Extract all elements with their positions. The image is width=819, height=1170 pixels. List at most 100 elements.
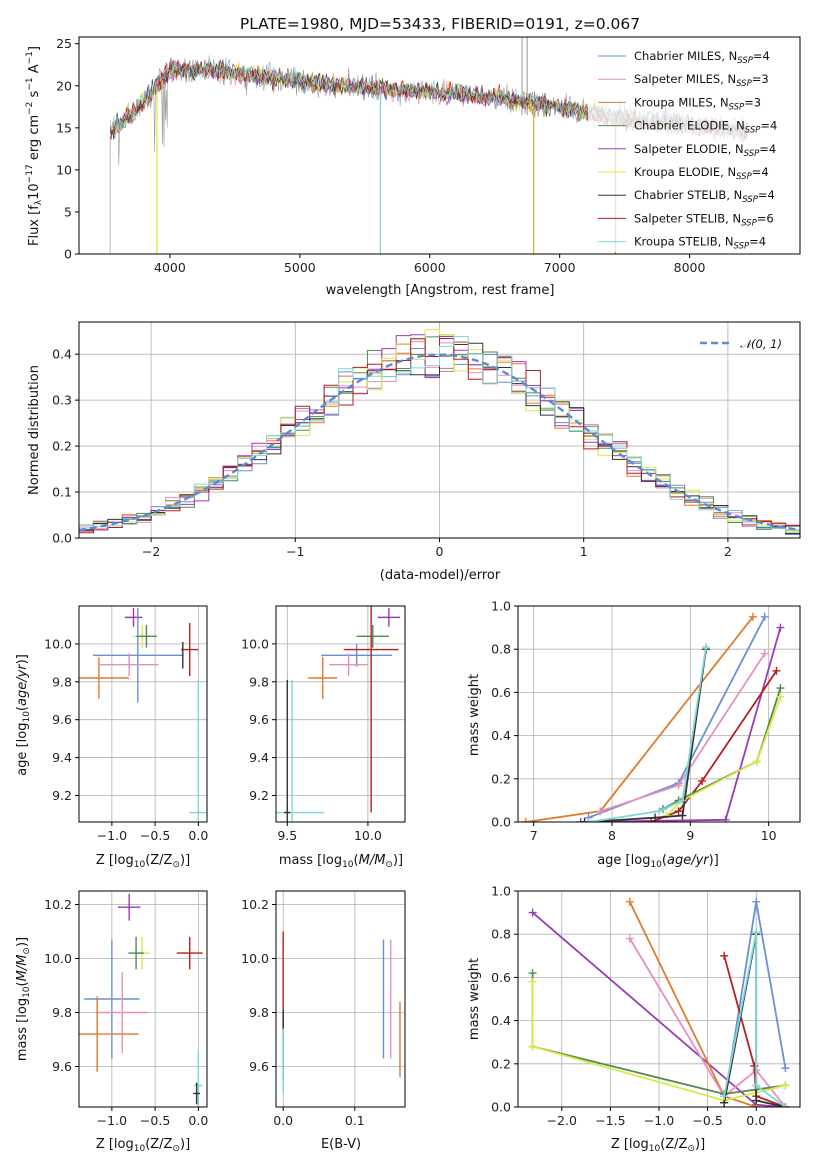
spectrum-ylabel: Flux [fλ10−17 erg cm−2 s−1 A−1] [25, 46, 44, 246]
legend-entry-label: Chabrier STELIB, NSSP=4 [634, 188, 775, 205]
y-tick-label: 0.3 [52, 393, 72, 408]
error-bar-point [343, 606, 399, 813]
weight-marker [752, 928, 761, 937]
weight-series [596, 649, 769, 816]
weight-marker [781, 1103, 790, 1107]
y-tick-label: 0.2 [52, 439, 72, 454]
normal-reference-curve [79, 353, 800, 532]
y-tick-label: 1.0 [491, 884, 511, 899]
weight-marker [528, 1042, 537, 1051]
error-bar-point [356, 624, 389, 648]
y-tick-label: 0 [64, 247, 72, 262]
legend-box [588, 44, 794, 252]
weight-marker [678, 811, 687, 820]
y-tick-label: 0.2 [491, 771, 511, 786]
axes-frame [275, 890, 406, 1108]
y-tick-label: 9.2 [249, 788, 269, 803]
x-tick-label: 9.5 [277, 828, 297, 843]
weight-series [647, 666, 781, 822]
weight-marker [521, 818, 530, 822]
y-tick-label: 9.6 [249, 712, 269, 727]
age-vs-z-axes: −1.0 −0.5 0.0 9.2 9.4 9.6 9.8 10.0 [44, 605, 208, 843]
x-tick-label: 0 [436, 544, 444, 559]
weight-marker [760, 612, 769, 621]
x-tick-label: 4000 [154, 260, 186, 275]
y-tick-label: 0.8 [491, 927, 511, 942]
age-vs-mass-data [276, 606, 405, 822]
weight-vs-z-ylabel: mass weight [467, 958, 482, 1040]
y-tick-label: 0.8 [491, 642, 511, 657]
error-bar-point [308, 657, 338, 699]
y-tick-label: 0.2 [491, 1056, 511, 1071]
mass-vs-ebv-data [276, 891, 405, 1107]
error-bar-point [276, 679, 325, 822]
weight-vs-age-data [518, 606, 800, 822]
x-tick-label: 6000 [414, 260, 446, 275]
weight-series-line [580, 627, 782, 822]
y-tick-label: 10.2 [44, 897, 72, 912]
y-tick-label: 20 [56, 78, 72, 93]
x-tick-label: 10.0 [354, 828, 382, 843]
weight-marker [776, 684, 785, 693]
axes-frame [78, 605, 208, 823]
y-tick-label: 0.4 [491, 1013, 511, 1028]
axes-frame [275, 605, 406, 823]
error-bar-point [193, 1082, 201, 1105]
x-tick-label: 1 [580, 544, 588, 559]
weight-marker [674, 781, 683, 790]
y-tick-label: 9.6 [52, 712, 72, 727]
weight-vs-age-axes: 7 8 9 10 0.0 0.2 0.4 0.6 0.8 1.0 [491, 599, 801, 843]
weight-series-line [525, 616, 754, 822]
y-tick-label: 9.8 [249, 674, 269, 689]
y-tick-label: 9.8 [249, 1005, 269, 1020]
x-tick-label: 9 [686, 828, 694, 843]
y-tick-label: 0.6 [491, 685, 511, 700]
legend-entry-label: Chabrier ELODIE, NSSP=4 [634, 119, 777, 136]
residuals-panel: −2 −1 0 1 2 0.0 0.1 0.2 0.3 0.4 𝒩(0, 1) (data-mod… [27, 321, 801, 583]
weight-marker [720, 951, 729, 960]
mass-vs-z-data [79, 891, 207, 1107]
y-tick-label: 10.0 [241, 951, 269, 966]
weight-series-line [588, 616, 766, 819]
axes-frame [78, 890, 208, 1108]
weight-series [658, 684, 785, 814]
y-tick-label: 15 [56, 120, 72, 135]
y-tick-label: 9.8 [52, 1005, 72, 1020]
weight-marker [698, 776, 707, 785]
x-tick-label: 5000 [284, 260, 316, 275]
error-bar-point [189, 679, 207, 822]
weight-marker [647, 818, 656, 822]
spectrum-panel: PLATE=1980, MJD=53433, FIBERID=0191, z=0… [25, 15, 801, 298]
weight-marker [772, 666, 781, 675]
axes-frame [78, 36, 801, 255]
mass-vs-z-axes: −1.0 −0.5 0.0 9.6 9.8 10.0 10.2 [44, 890, 208, 1128]
age-vs-mass-xlabel: mass [log10(M/M⊙)] [279, 853, 403, 870]
x-tick-label: 10 [761, 828, 777, 843]
error-bar-point [92, 607, 183, 703]
x-tick-label: −1.0 [644, 1113, 674, 1128]
y-tick-label: 9.6 [249, 1059, 269, 1074]
weight-marker [674, 807, 683, 816]
weight-marker [776, 692, 785, 701]
error-bar-point [128, 936, 144, 970]
x-tick-label: 0.1 [345, 1113, 365, 1128]
y-tick-label: 0.0 [52, 531, 72, 546]
mass-vs-z-xlabel: Z [log10(Z/Z⊙)] [96, 1137, 190, 1154]
age-vs-z-xlabel: Z [log10(Z/Z⊙)] [96, 853, 190, 870]
mass-vs-ebv-xlabel: E(B-V) [321, 1137, 361, 1152]
error-bar-point [377, 607, 401, 627]
x-tick-label: −0.5 [140, 828, 170, 843]
y-tick-label: 9.2 [52, 788, 72, 803]
x-tick-label: −0.5 [140, 1113, 170, 1128]
weight-series-line [666, 696, 782, 817]
error-bar-point [79, 657, 130, 699]
residual-histogram-step [79, 336, 800, 538]
axes-frame [78, 321, 801, 539]
weight-marker [580, 818, 589, 822]
weight-marker [528, 977, 537, 986]
age-vs-z-ylabel: age [log10(age/yr)] [15, 654, 32, 776]
weight-marker [752, 897, 761, 906]
residuals-legend: 𝒩(0, 1) [700, 337, 782, 351]
weight-series-line [650, 670, 778, 822]
